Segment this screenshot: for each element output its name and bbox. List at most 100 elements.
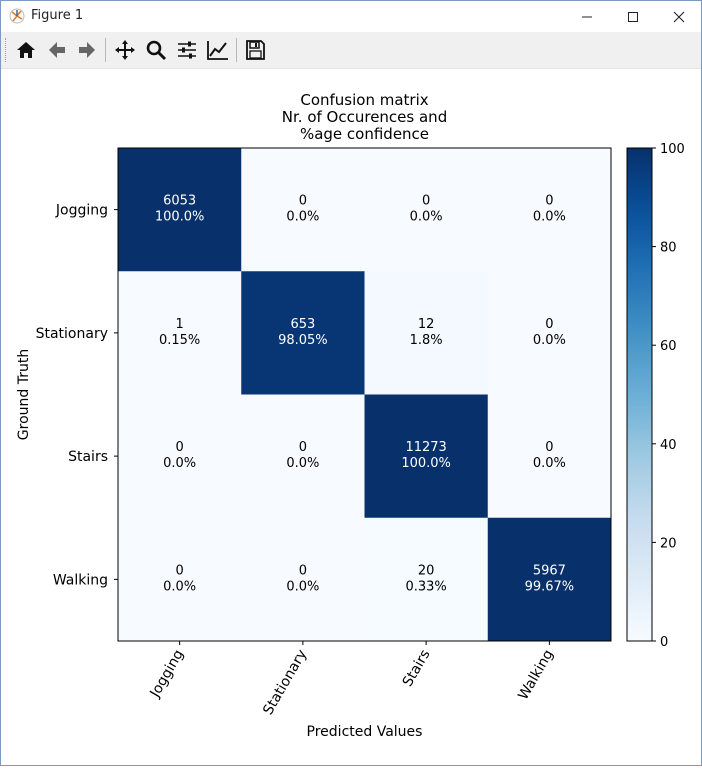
heatmap-cell [118,148,242,272]
cell-percent-label: 0.0% [163,579,196,594]
window-title: Figure 1 [31,8,84,23]
toolbar-grip [5,38,8,62]
heatmap-cell [241,271,365,395]
cell-percent-label: 100.0% [155,210,205,225]
colorbar-tick-label: 0 [660,635,668,650]
figure-canvas[interactable]: Confusion matrix Nr. of Occurences and %ag… [1,69,701,765]
heatmap-cell [364,271,489,395]
x-axis-label: Predicted Values [307,724,423,740]
matplotlib-app-icon [9,8,25,24]
cell-percent-label: 0.0% [410,210,443,225]
cell-count-label: 12 [418,317,435,332]
forward-arrow-icon [79,42,95,58]
heatmap-cell [487,271,612,395]
x-tick-label: Walking [515,647,556,703]
cell-count-label: 653 [290,317,315,332]
pan-button[interactable] [112,37,138,63]
cell-count-label: 0 [422,194,430,209]
toolbar-separator [105,38,106,62]
cell-percent-label: 0.0% [533,456,566,471]
y-tick-label: Stairs [68,449,108,465]
x-tick-label: Jogging [147,647,187,701]
heatmap-cell [241,517,365,642]
y-axis-label: Ground Truth [16,349,32,440]
chart-title-line: %age confidence [300,125,429,143]
cell-count-label: 0 [299,563,307,578]
close-button[interactable] [656,1,702,32]
edit-axis-button[interactable] [205,37,231,63]
cell-count-label: 0 [545,440,553,455]
forward-button[interactable] [74,37,100,63]
heatmap-cell [364,148,489,272]
colorbar-tick-label: 40 [660,438,677,453]
zoom-button[interactable] [143,37,169,63]
cell-count-label: 6053 [163,194,196,209]
y-tick-label: Stationary [36,326,108,342]
edit-axis-icon [207,41,228,60]
title-bar[interactable]: Figure 1 [1,1,701,32]
minimize-icon [582,16,592,17]
cell-count-label: 0 [299,440,307,455]
save-icon [246,40,265,60]
zoom-icon [146,40,167,61]
home-icon [17,42,35,58]
cell-count-label: 0 [175,563,183,578]
plot-frame [117,147,612,642]
configure-subplots-icon [178,41,196,59]
y-tick-label: Walking [53,572,108,588]
cell-percent-label: 0.0% [286,456,319,471]
home-button[interactable] [13,37,39,63]
cell-percent-label: 100.0% [401,456,451,471]
cell-percent-label: 0.15% [159,333,200,348]
save-button[interactable] [242,37,268,63]
cell-count-label: 20 [418,563,435,578]
pan-icon [115,40,135,60]
heatmap-cell [118,517,242,642]
heatmap-cell [487,517,612,642]
cell-count-label: 0 [545,194,553,209]
heatmap-cell [487,394,612,519]
configure-subplots-button[interactable] [174,37,200,63]
colorbar-tick-label: 60 [660,339,677,354]
cell-percent-label: 99.67% [525,579,575,594]
cell-count-label: 1 [175,317,183,332]
chart-title-line: Confusion matrix [300,91,428,109]
heatmap-cell [241,394,365,519]
cell-percent-label: 1.8% [410,333,443,348]
y-tick-label: Jogging [55,203,108,219]
maximize-icon [628,11,638,22]
cell-percent-label: 0.0% [533,210,566,225]
cell-percent-label: 0.33% [405,579,446,594]
x-tick-label: Stationary [260,647,310,718]
heatmap-cell [118,394,242,519]
colorbar-tick-label: 100 [660,142,685,157]
chart-title-line: Nr. of Occurences and [282,108,447,126]
heatmap-cell [487,148,612,272]
back-arrow-icon [49,42,65,58]
navigation-toolbar [1,32,701,69]
cell-percent-label: 0.0% [533,333,566,348]
cell-percent-label: 0.0% [286,579,319,594]
colorbar-tick-label: 80 [660,241,677,256]
back-button[interactable] [44,37,70,63]
colorbar [626,147,653,642]
heatmap-cell [364,517,489,642]
cell-count-label: 0 [299,194,307,209]
minimize-button[interactable] [564,1,610,32]
cell-count-label: 11273 [405,440,446,455]
maximize-button[interactable] [610,1,656,32]
cell-percent-label: 0.0% [163,456,196,471]
heatmap-cell [241,148,365,272]
cell-count-label: 5967 [533,563,566,578]
toolbar-separator [236,38,237,62]
x-tick-label: Stairs [400,647,434,690]
cell-percent-label: 0.0% [286,210,319,225]
cell-percent-label: 98.05% [278,333,328,348]
heatmap-cell [364,394,489,519]
heatmap-cell [118,271,242,395]
cell-count-label: 0 [175,440,183,455]
colorbar-tick-label: 20 [660,536,677,551]
cell-count-label: 0 [545,317,553,332]
